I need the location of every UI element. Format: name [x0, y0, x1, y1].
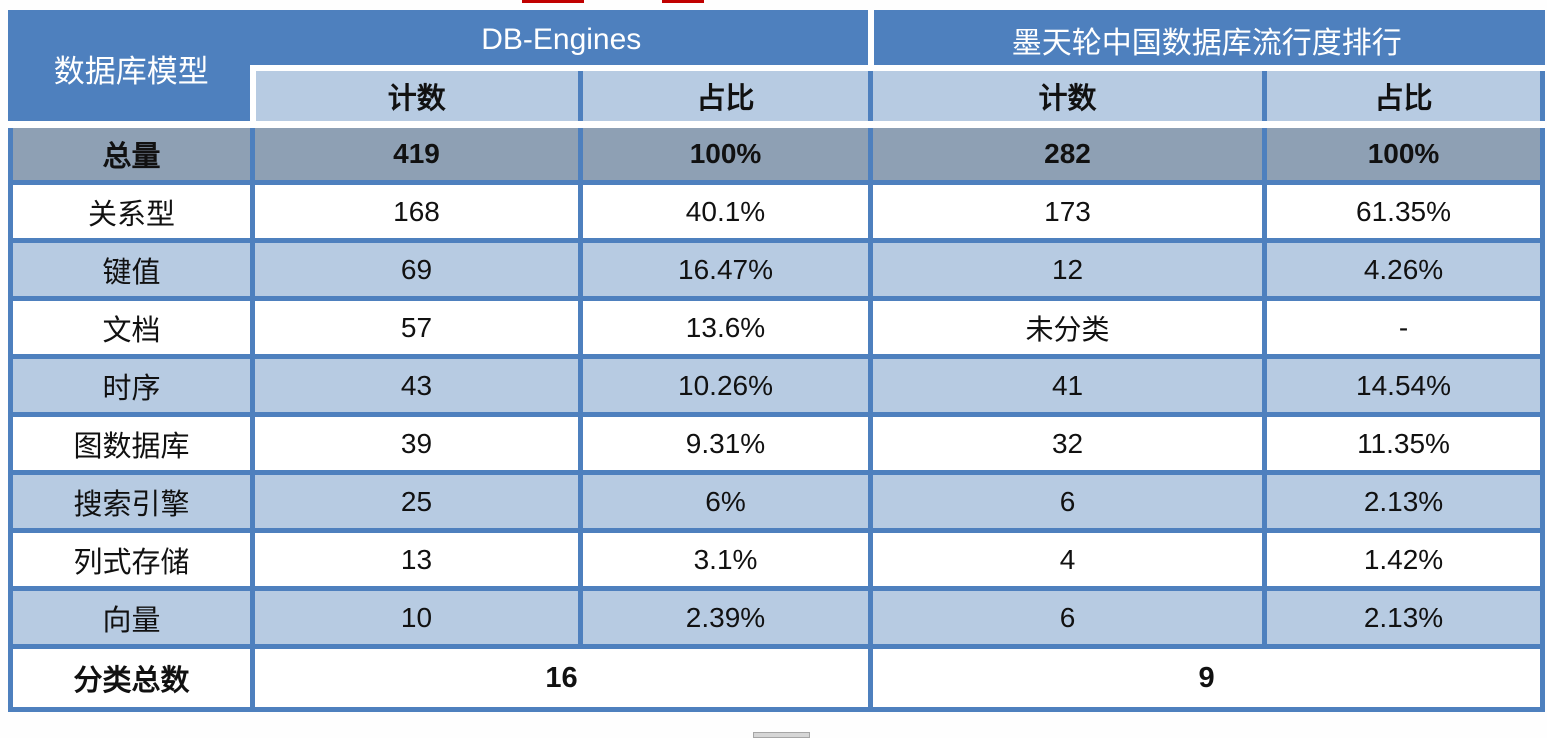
table-row-key-value: 键值 69 16.47% 12 4.26% [8, 238, 1546, 301]
sub-header-row: 计数 占比 计数 占比 [11, 65, 1546, 128]
db-engines-category-total: 16 [249, 644, 874, 712]
cell: 3.1% [577, 528, 874, 591]
cell: 57 [250, 296, 583, 359]
cell: 100% [1262, 122, 1546, 185]
cell: 2.13% [1262, 586, 1546, 649]
row-label: 键值 [8, 238, 255, 301]
cell: 69 [250, 238, 583, 301]
cell: 10 [250, 586, 583, 649]
row-label: 搜索引擎 [8, 470, 255, 533]
cell: 61.35% [1262, 180, 1546, 243]
table-row-document: 文档 57 13.6% 未分类 - [8, 296, 1546, 359]
cell: 173 [868, 180, 1268, 243]
cell: 12 [868, 238, 1268, 301]
cell: 6 [868, 470, 1268, 533]
cropped-red-text-artifact [662, 0, 704, 3]
table-row-category-totals: 分类总数 16 9 [8, 644, 1546, 712]
cell: 4.26% [1262, 238, 1546, 301]
cell: 168 [250, 180, 583, 243]
cell: 16.47% [577, 238, 874, 301]
cell: 419 [250, 122, 583, 185]
row-label: 分类总数 [8, 644, 255, 712]
cell: 100% [577, 122, 874, 185]
table-row-total: 总量 419 100% 282 100% [8, 122, 1546, 185]
group-header-modb-ranking: 墨天轮中国数据库流行度排行 [867, 10, 1546, 71]
cell: - [1262, 296, 1546, 359]
cell: 32 [868, 412, 1268, 475]
table-row-search-engine: 搜索引擎 25 6% 6 2.13% [8, 470, 1546, 533]
group-header-row: 数据库模型 DB-Engines 墨天轮中国数据库流行度排行 [8, 10, 1546, 128]
cropped-red-text-artifact [522, 0, 584, 3]
horizontal-scrollbar-thumb[interactable] [753, 732, 810, 738]
cell: 4 [868, 528, 1268, 591]
row-label: 图数据库 [8, 412, 255, 475]
table-row-columnar: 列式存储 13 3.1% 4 1.42% [8, 528, 1546, 591]
cell: 14.54% [1262, 354, 1546, 417]
sub-header-percent-db-engines: 占比 [577, 65, 874, 128]
cell: 39 [250, 412, 583, 475]
row-label: 关系型 [8, 180, 255, 243]
sub-header-count-modb: 计数 [868, 65, 1268, 128]
cell: 1.42% [1262, 528, 1546, 591]
cell: 10.26% [577, 354, 874, 417]
cell: 6% [577, 470, 874, 533]
cell: 282 [868, 122, 1268, 185]
row-label: 文档 [8, 296, 255, 359]
table-row-relational: 关系型 168 40.1% 173 61.35% [8, 180, 1546, 243]
modb-category-total: 9 [868, 644, 1546, 712]
sub-header-percent-modb: 占比 [1262, 65, 1546, 128]
cell: 13.6% [577, 296, 874, 359]
cell: 11.35% [1262, 412, 1546, 475]
cell: 43 [250, 354, 583, 417]
corner-header-cell: 数据库模型 [8, 10, 255, 128]
database-model-comparison-table: 数据库模型 DB-Engines 墨天轮中国数据库流行度排行 计数 占比 计数 … [8, 10, 1546, 712]
cell: 2.13% [1262, 470, 1546, 533]
table-row-graph: 图数据库 39 9.31% 32 11.35% [8, 412, 1546, 475]
table-row-vector: 向量 10 2.39% 6 2.13% [8, 586, 1546, 649]
cell: 41 [868, 354, 1268, 417]
table-row-time-series: 时序 43 10.26% 41 14.54% [8, 354, 1546, 417]
group-header-db-engines: DB-Engines [249, 10, 874, 71]
row-label: 时序 [8, 354, 255, 417]
cell: 13 [250, 528, 583, 591]
row-label: 向量 [8, 586, 255, 649]
cell: 6 [868, 586, 1268, 649]
cell: 未分类 [868, 296, 1268, 359]
cell: 25 [250, 470, 583, 533]
cell: 40.1% [577, 180, 874, 243]
sub-header-count-db-engines: 计数 [249, 65, 583, 128]
cell: 9.31% [577, 412, 874, 475]
cell: 2.39% [577, 586, 874, 649]
row-label: 列式存储 [8, 528, 255, 591]
row-label: 总量 [8, 122, 255, 185]
